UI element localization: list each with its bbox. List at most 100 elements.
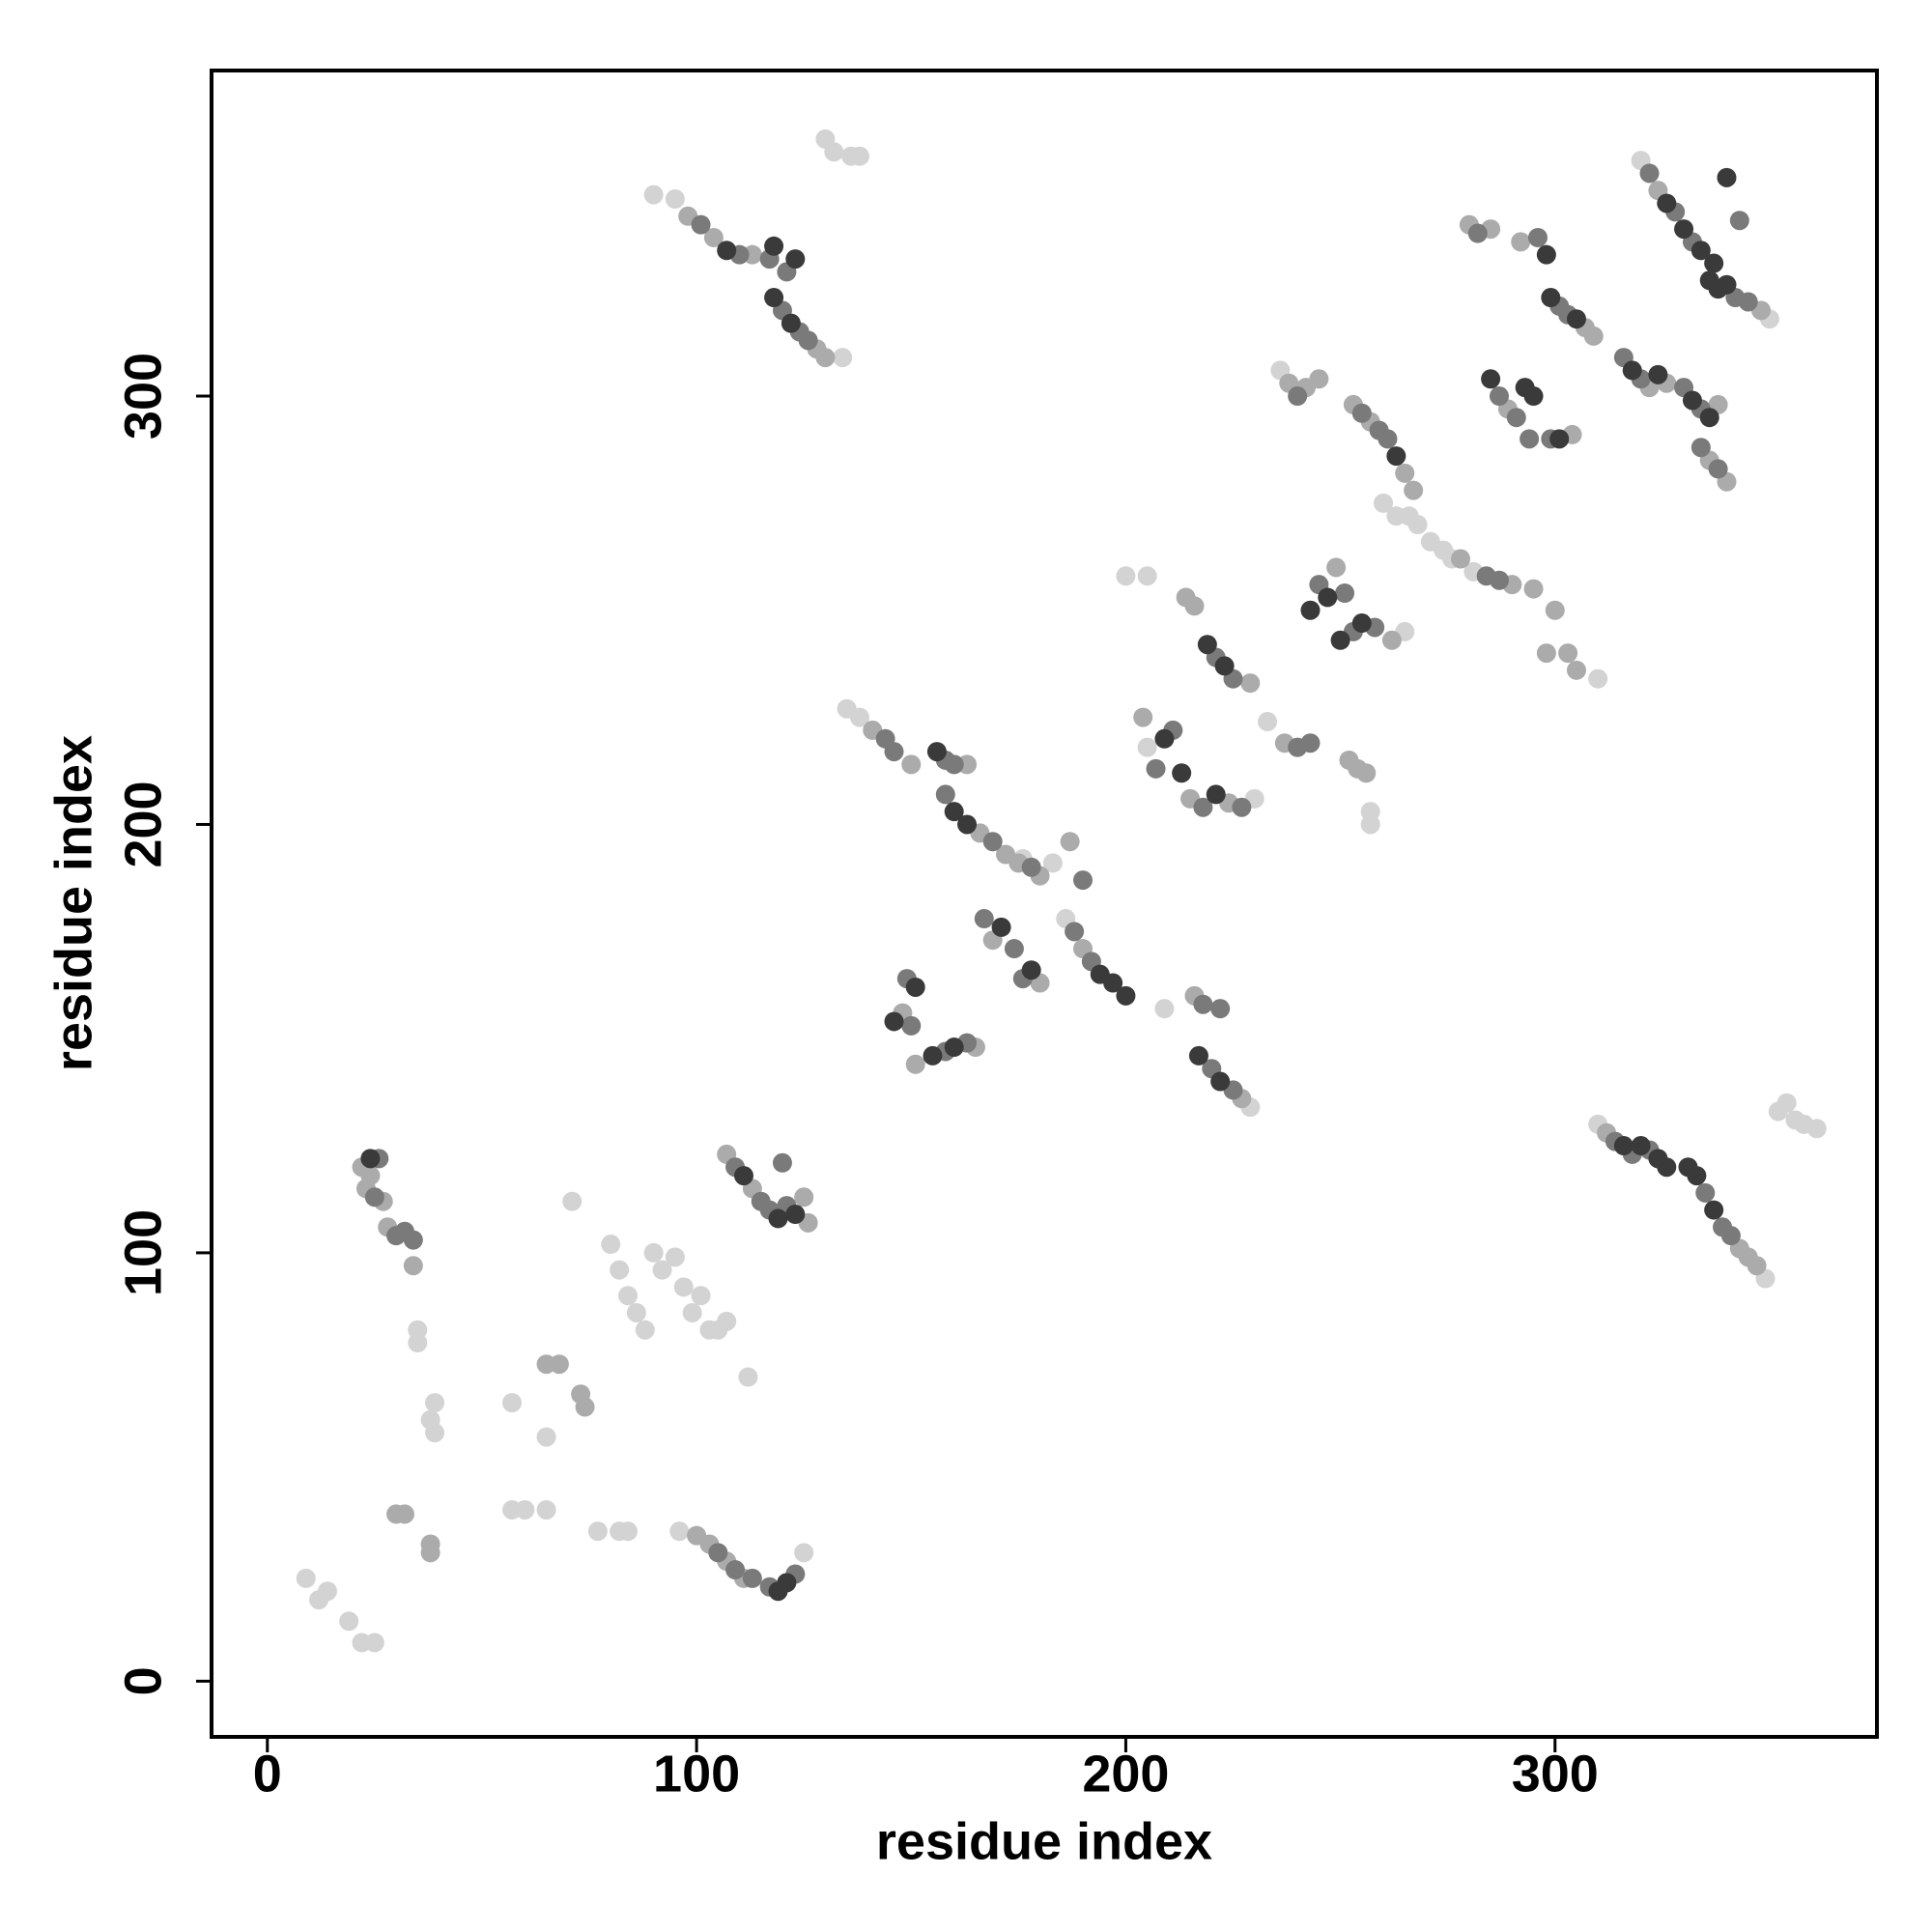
point [1004,939,1024,959]
point [408,1333,428,1353]
point [1481,369,1501,389]
point [1558,643,1578,664]
point [1717,167,1737,187]
point [1335,583,1355,604]
point [1021,857,1041,877]
point [764,288,784,308]
point [1657,1157,1677,1178]
point [420,1409,440,1430]
point [1193,994,1213,1014]
point [665,1247,685,1267]
y-axis-title: residue index [44,735,102,1071]
point [1695,1182,1716,1203]
point [785,1204,806,1224]
point [1154,728,1175,749]
point [1536,643,1556,664]
point [601,1235,621,1255]
point [1729,211,1749,231]
point [394,1504,414,1524]
point [1506,408,1526,428]
point [708,1543,728,1563]
point [691,1286,711,1306]
point [1704,1200,1724,1220]
point [957,814,978,835]
point [944,1037,964,1058]
point [1622,360,1642,381]
point [1381,630,1402,650]
point [1549,429,1570,449]
x-tick-label: 300 [1512,1745,1599,1803]
y-tick-label: 300 [114,353,172,440]
point [1378,429,1398,449]
point [1065,922,1085,942]
point [785,249,806,270]
point [1146,758,1166,779]
point [1300,733,1321,753]
point [1738,1247,1758,1267]
point [1613,1136,1634,1156]
point [974,909,994,929]
point [1631,1136,1651,1156]
point [587,1521,608,1542]
plot-frame [210,69,1879,1739]
point [1395,463,1415,483]
point [536,1427,556,1447]
point [1511,232,1531,252]
point [1060,832,1080,852]
point [1708,459,1728,479]
point [652,1260,672,1280]
point [669,1521,690,1542]
point [1137,566,1157,586]
point [1489,386,1509,407]
point [798,330,818,351]
point [682,1302,702,1322]
point [536,1499,556,1520]
point [1806,1119,1827,1139]
point [575,1397,595,1417]
point [717,1311,737,1331]
point [1300,600,1321,620]
point [360,1149,381,1169]
point [1523,579,1544,599]
point [1545,600,1565,620]
point [364,1187,384,1208]
point [1404,480,1424,500]
point [1240,673,1261,694]
point [1639,163,1660,184]
point [794,1543,814,1563]
point [296,1568,316,1588]
point [703,227,724,247]
point [991,917,1011,937]
point [849,707,869,727]
x-axis-title: residue index [876,1812,1212,1870]
point [1184,596,1205,616]
point [1451,549,1470,569]
point [1210,1071,1231,1092]
point [982,832,1003,852]
point [935,784,955,805]
point [1351,613,1372,634]
point [1386,446,1406,467]
point [1682,390,1702,411]
point [1648,364,1668,384]
point [1116,566,1136,586]
y-tick-label: 200 [114,781,172,867]
point [1536,244,1556,265]
point [618,1286,638,1306]
point [1541,288,1561,308]
point [1407,515,1428,535]
point [725,1560,746,1580]
point [833,348,853,368]
point [1042,853,1063,873]
point [691,214,711,235]
point [1674,219,1694,240]
point [1326,557,1347,578]
point [665,189,685,210]
point [1523,386,1544,407]
point [738,1367,758,1387]
point [1356,763,1377,783]
point [1690,241,1711,261]
point [1351,403,1372,423]
point [1690,438,1711,458]
point [905,1054,925,1074]
